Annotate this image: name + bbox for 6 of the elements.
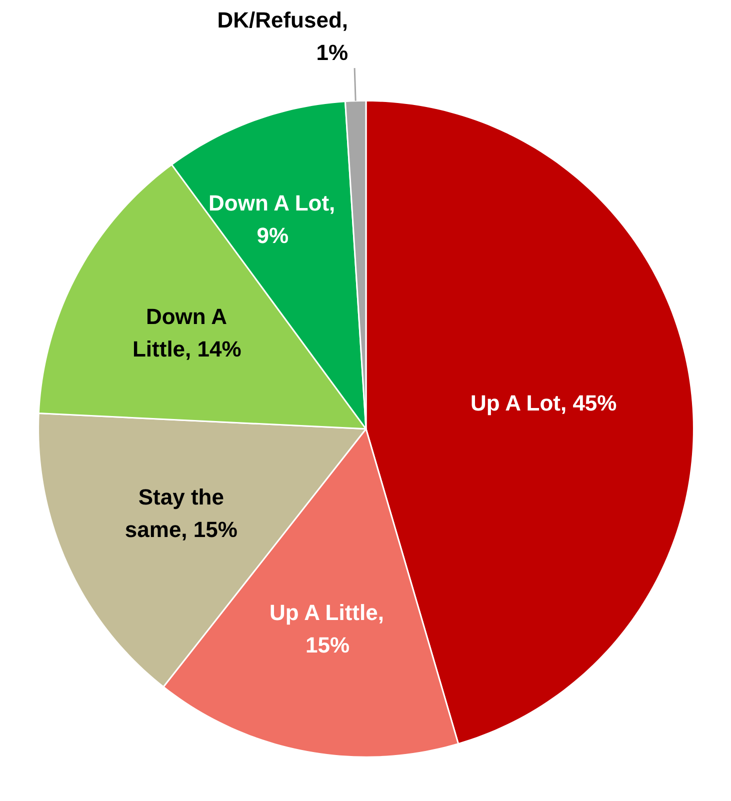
data-label: Down A Little, 14% [132, 304, 242, 362]
data-label: Stay the same, 15% [124, 484, 238, 542]
data-label: DK/Refused, 1% [217, 7, 348, 65]
data-label: Up A Lot, 45% [470, 390, 617, 416]
data-label: Down A Lot, 9% [208, 190, 336, 248]
data-label: Up A Little, 15% [269, 600, 384, 658]
